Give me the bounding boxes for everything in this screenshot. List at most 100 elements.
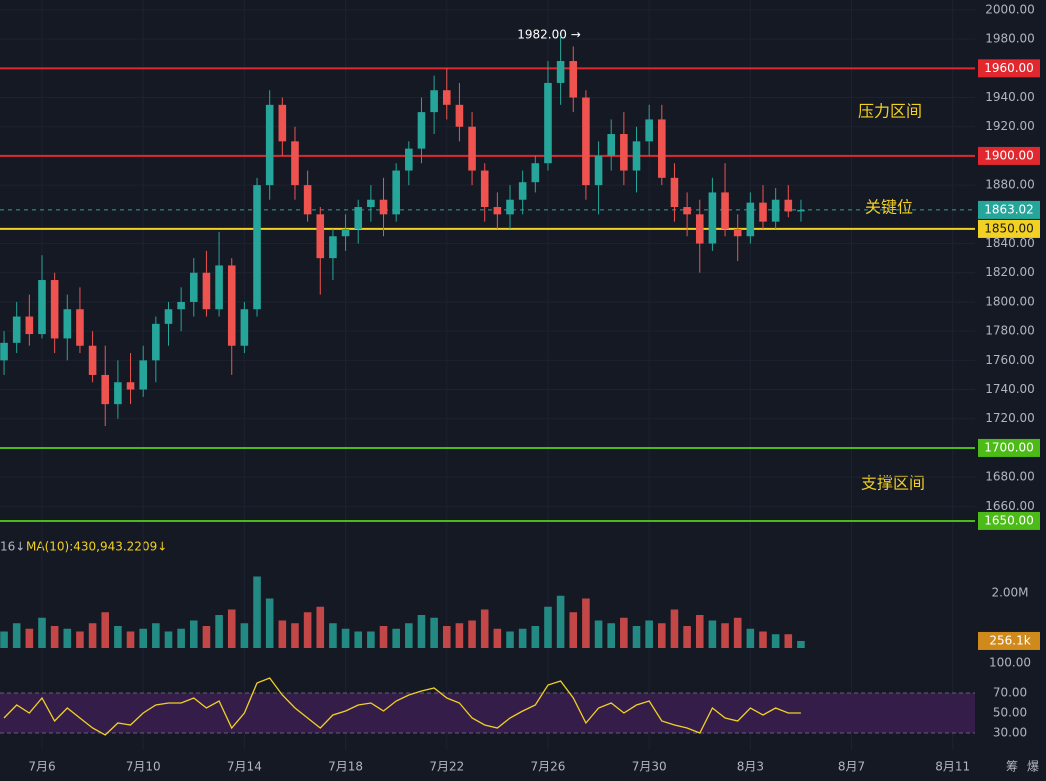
candle-body bbox=[556, 61, 565, 83]
zone-label: 关键位 bbox=[865, 198, 913, 217]
candle-body bbox=[25, 316, 34, 335]
candle-body bbox=[442, 90, 451, 105]
y-tick-label: 1720.00 bbox=[985, 411, 1035, 425]
candle-body bbox=[695, 214, 704, 244]
volume-bar bbox=[594, 620, 603, 648]
candle-body bbox=[683, 207, 691, 215]
candle-body bbox=[455, 104, 464, 127]
candle-body bbox=[63, 309, 72, 339]
volume-bar bbox=[76, 631, 84, 648]
volume-bar bbox=[164, 631, 173, 648]
volume-bar bbox=[670, 609, 679, 648]
volume-bar bbox=[25, 628, 34, 648]
level-label: 1863.02 bbox=[984, 202, 1034, 216]
candle-body bbox=[518, 182, 527, 200]
y-tick-label: 1800.00 bbox=[985, 294, 1035, 308]
level-label: 1700.00 bbox=[984, 440, 1034, 454]
volume-bar bbox=[341, 628, 350, 648]
y-tick-label: 1980.00 bbox=[985, 32, 1035, 46]
zone-label: 支撑区间 bbox=[861, 474, 925, 493]
volume-bar bbox=[202, 626, 211, 648]
level-badge bbox=[978, 146, 1040, 165]
candle-body bbox=[379, 199, 388, 215]
candle-body bbox=[733, 228, 742, 237]
candle-body bbox=[620, 134, 628, 171]
candle-body bbox=[303, 185, 312, 215]
volume-bar bbox=[442, 626, 451, 648]
candle-body bbox=[658, 119, 666, 178]
volume-label: 16↓ bbox=[0, 540, 25, 554]
volume-bar bbox=[417, 615, 426, 648]
volume-badge bbox=[978, 631, 1040, 650]
x-tick-label: 8月11 bbox=[935, 760, 970, 774]
level-badge bbox=[978, 200, 1040, 219]
y-tick-label: 1680.00 bbox=[985, 470, 1035, 484]
y-tick-label: 1780.00 bbox=[985, 324, 1035, 338]
volume-bar bbox=[405, 623, 413, 648]
candle-body bbox=[329, 236, 337, 259]
candle-body bbox=[531, 163, 540, 183]
candle-body bbox=[164, 309, 173, 324]
candle-body bbox=[101, 374, 110, 405]
volume-bar bbox=[784, 634, 793, 648]
volume-bar bbox=[189, 620, 198, 648]
y-tick-label: 1920.00 bbox=[985, 119, 1035, 133]
level-badge bbox=[978, 438, 1040, 457]
volume-bar bbox=[215, 615, 223, 648]
volume-bar bbox=[430, 617, 438, 648]
candle-body bbox=[240, 309, 249, 346]
candle-body bbox=[0, 342, 8, 361]
candle-body bbox=[594, 155, 603, 186]
candle-body bbox=[468, 126, 476, 171]
volume-bar bbox=[455, 623, 464, 648]
rsi-tick-label: 30.00 bbox=[993, 726, 1027, 740]
candle-body bbox=[215, 265, 223, 310]
volume-bar bbox=[50, 626, 59, 648]
volume-bar bbox=[683, 626, 691, 648]
volume-bar bbox=[0, 631, 8, 648]
volume-bar bbox=[480, 609, 489, 648]
volume-bar bbox=[771, 634, 780, 648]
candle-body bbox=[645, 119, 653, 142]
toolbar-button[interactable]: 爆 bbox=[1027, 760, 1039, 774]
rsi-tick-label: 50.00 bbox=[993, 706, 1027, 720]
candle-body bbox=[759, 202, 767, 222]
candle-body bbox=[797, 209, 805, 212]
candle-body bbox=[38, 280, 46, 335]
x-tick-label: 7月14 bbox=[227, 760, 262, 774]
level-badge bbox=[978, 219, 1040, 238]
candle-body bbox=[12, 316, 21, 343]
candle-body bbox=[202, 272, 211, 310]
volume-bar bbox=[177, 628, 185, 648]
volume-bar bbox=[759, 631, 767, 648]
volume-bar bbox=[227, 609, 236, 648]
volume-bar bbox=[569, 612, 578, 648]
level-badge bbox=[978, 59, 1040, 78]
candle-body bbox=[316, 214, 325, 259]
volume-bar bbox=[645, 620, 653, 648]
level-label: 1900.00 bbox=[984, 148, 1034, 162]
candle-body bbox=[126, 382, 135, 390]
volume-bar bbox=[493, 628, 502, 648]
volume-bar bbox=[253, 576, 261, 648]
candle-body bbox=[278, 104, 287, 142]
zone-label: 压力区间 bbox=[858, 102, 922, 121]
candle-body bbox=[430, 90, 438, 113]
candle-body bbox=[50, 280, 59, 339]
candle-body bbox=[189, 272, 198, 302]
volume-bar bbox=[531, 626, 540, 648]
candle-body bbox=[392, 170, 400, 215]
y-tick-label: 1740.00 bbox=[985, 382, 1035, 396]
rsi-band bbox=[0, 693, 975, 733]
toolbar-button[interactable]: 筹 bbox=[1006, 760, 1018, 774]
volume-bar bbox=[544, 606, 552, 648]
volume-bar bbox=[114, 626, 122, 648]
volume-bar bbox=[582, 598, 590, 648]
candle-body bbox=[367, 199, 375, 208]
candle-body bbox=[253, 185, 261, 310]
candle-body bbox=[480, 170, 489, 208]
x-tick-label: 8月3 bbox=[737, 760, 764, 774]
volume-bar bbox=[379, 626, 388, 648]
